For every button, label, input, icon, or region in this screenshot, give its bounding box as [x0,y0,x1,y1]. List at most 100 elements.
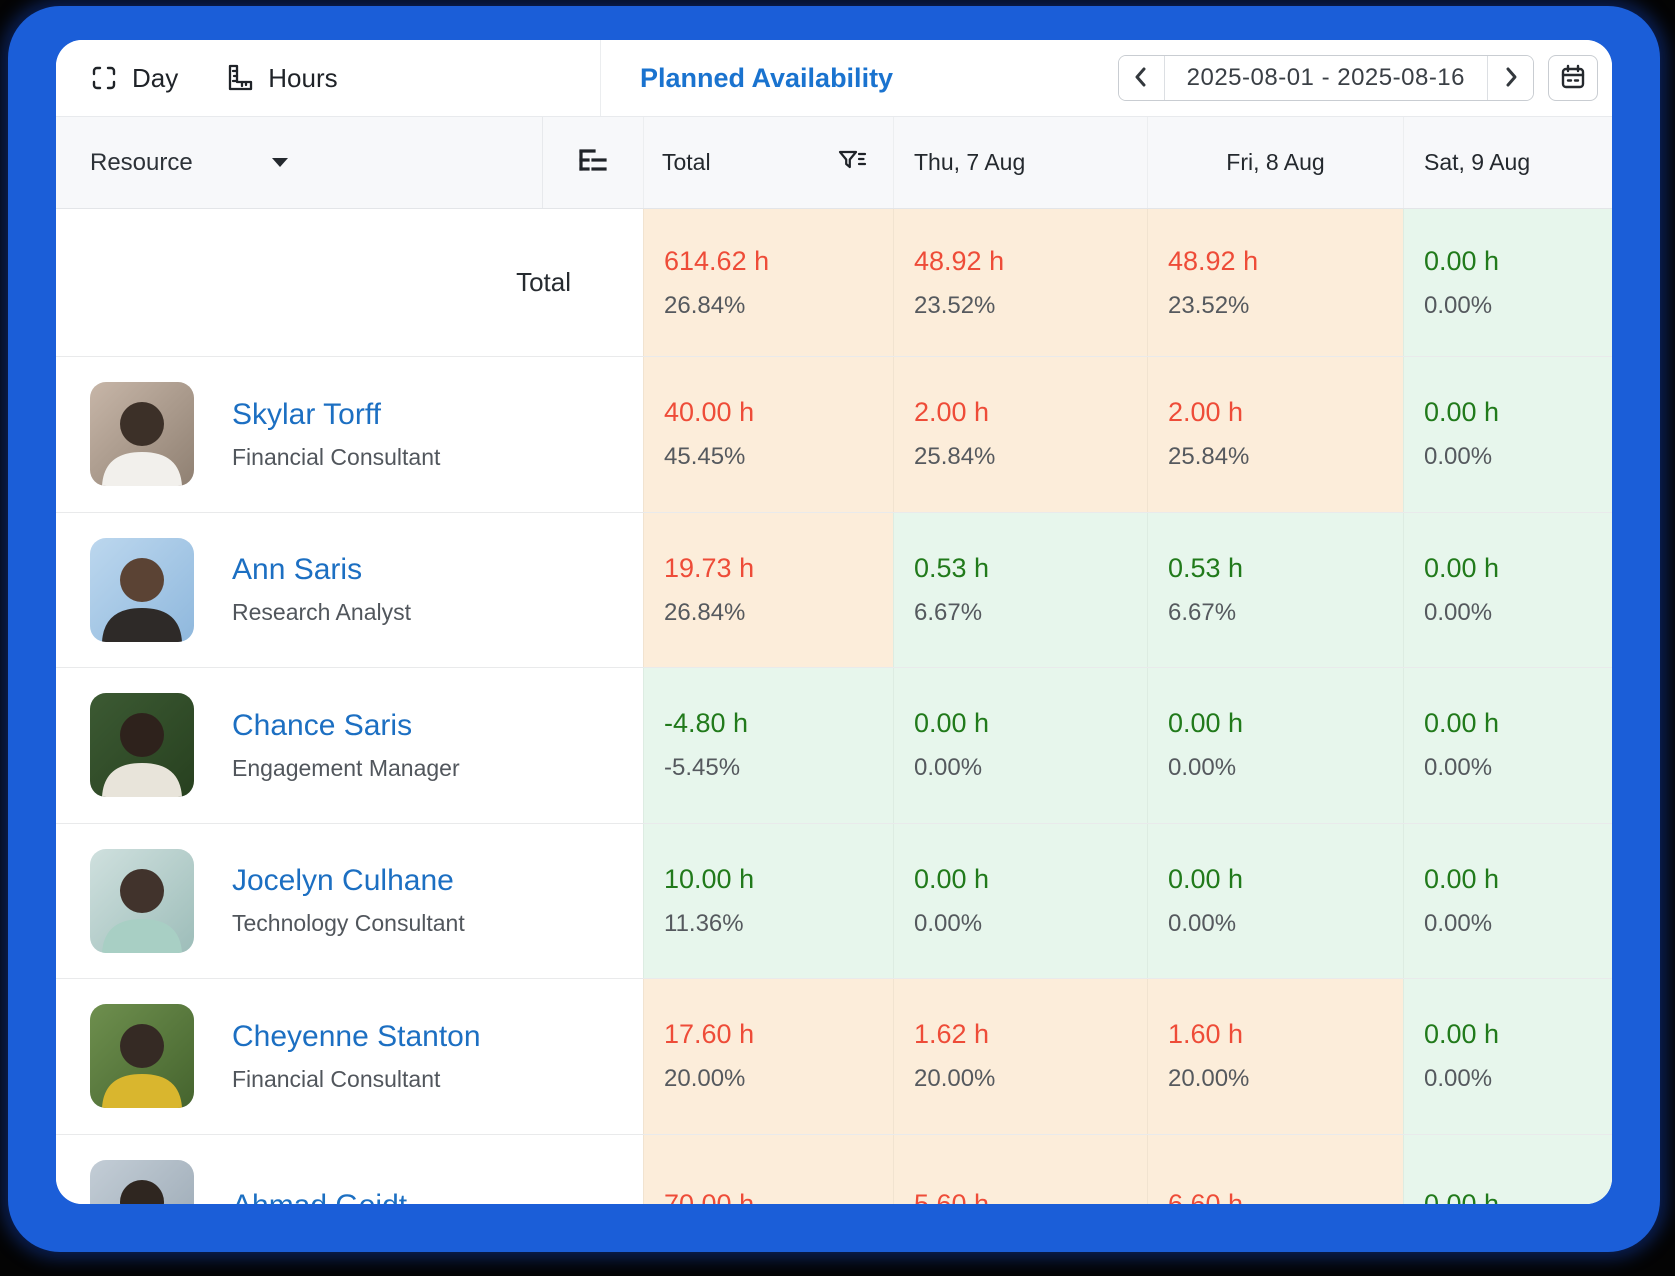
cell-total: 17.60 h 20.00% [643,979,893,1134]
person-name-link[interactable]: Ahmad Geidt [232,1189,407,1204]
person-name-link[interactable]: Skylar Torff [232,397,381,431]
avatar-head [120,868,164,913]
avatar[interactable] [90,1159,194,1204]
table-row: Skylar Torff Financial Consultant 40.00 … [56,357,1612,513]
cell-day-1: 5.60 h [893,1134,1147,1204]
hours-value: -4.80 h [664,708,749,739]
cell-day-2: 0.53 h 6.67% [1147,512,1403,667]
hours-value: 0.00 h [914,708,990,739]
summary-cell-day-3: 0.00 h 0.00% [1403,209,1612,356]
avatar[interactable] [90,537,194,642]
resource-cell: Ahmad Geidt [56,1135,643,1204]
percent-value: 0.00% [914,754,983,782]
avatar[interactable] [90,382,194,487]
cell-day-1: 0.53 h 6.67% [893,512,1147,667]
cell-day-3: 0.00 h 0.00% [1403,512,1612,667]
resource-dropdown-label: Resource [90,148,193,176]
cell-day-2: 6.60 h [1147,1134,1403,1204]
cell-day-2: 2.00 h 25.84% [1147,357,1403,512]
cell-day-3: 0.00 h 0.00% [1403,823,1612,978]
person-role: Financial Consultant [232,443,441,470]
percent-value: 6.67% [914,598,983,626]
cell-total: -4.80 h -5.45% [643,668,893,823]
hours-value: 0.00 h [1424,245,1500,276]
person-name-link[interactable]: Chance Saris [232,708,413,742]
date-navigation: 2025-08-01 - 2025-08-16 [1117,55,1598,101]
date-range-value[interactable]: 2025-08-01 - 2025-08-16 [1186,64,1465,91]
percent-value: 11.36% [664,909,744,937]
summary-cell-day-2: 48.92 h 23.52% [1147,209,1403,356]
percent-value: 0.00% [1168,909,1237,937]
person-name-link[interactable]: Jocelyn Culhane [232,864,454,898]
cell-day-1: 1.62 h 20.00% [893,979,1147,1134]
cell-total: 40.00 h 45.45% [643,357,893,512]
percent-value: 0.00% [1424,291,1493,319]
percent-value: 0.00% [1424,598,1493,626]
avatar[interactable] [90,693,194,798]
day-view-button[interactable]: Day [90,63,178,94]
hours-value: 0.00 h [1424,397,1500,428]
calendar-button[interactable] [1548,55,1598,101]
person-info: Skylar Torff Financial Consultant [232,398,440,471]
table-row: Ann Saris Research Analyst 19.73 h 26.84… [56,512,1612,668]
cell-day-1: 0.00 h 0.00% [893,668,1147,823]
column-header-day-1: Thu, 7 Aug [893,117,1147,208]
percent-value: 23.52% [914,291,996,319]
cell-day-2: 0.00 h 0.00% [1147,823,1403,978]
percent-value: 20.00% [664,1065,746,1093]
percent-value: 0.00% [1168,754,1237,782]
filter-icon [837,148,867,177]
person-info: Cheyenne Stanton Financial Consultant [232,1020,481,1093]
hierarchy-view-button[interactable] [576,146,610,179]
prev-range-button[interactable] [1118,56,1165,100]
resource-dropdown[interactable]: Resource [90,149,289,177]
chevron-right-icon [1500,64,1522,93]
avatar[interactable] [90,1004,194,1109]
hours-value: 614.62 h [664,245,770,276]
next-range-button[interactable] [1487,56,1533,100]
hours-value: 17.60 h [664,1019,755,1050]
hours-value: 48.92 h [1168,245,1259,276]
table-row: Ahmad Geidt 70.00 h 5.60 h 6.60 h 0.00 h [56,1134,1612,1204]
percent-value: 26.84% [664,598,746,626]
percent-value: 26.84% [664,291,746,319]
cell-day-2: 1.60 h 20.00% [1147,979,1403,1134]
person-name-link[interactable]: Cheyenne Stanton [232,1019,481,1053]
filter-button[interactable] [837,148,867,177]
cell-total: 10.00 h 11.36% [643,823,893,978]
person-name-link[interactable]: Ann Saris [232,553,363,587]
avatar-head [120,713,164,758]
hours-value: 19.73 h [664,552,755,583]
hours-value: 5.60 h [914,1188,990,1204]
page-title[interactable]: Planned Availability [640,62,894,93]
hours-mode-button[interactable]: Hours [224,63,338,94]
toolbar: Day Hours Planned Availability [56,40,1612,117]
person-role: Technology Consultant [232,910,465,937]
cell-day-3: 0.00 h 0.00% [1403,357,1612,512]
avatar-body [102,607,182,642]
percent-value: 0.00% [914,909,983,937]
hours-value: 6.60 h [1168,1188,1244,1204]
table-row: Cheyenne Stanton Financial Consultant 17… [56,979,1612,1135]
percent-value: 0.00% [1424,1065,1493,1093]
avatar-head [120,557,164,602]
person-info: Ahmad Geidt [232,1189,407,1204]
chevron-down-icon [271,157,289,168]
resource-cell: Cheyenne Stanton Financial Consultant [56,979,643,1134]
cell-day-1: 0.00 h 0.00% [893,823,1147,978]
person-role: Financial Consultant [232,1065,441,1092]
cell-total: 19.73 h 26.84% [643,512,893,667]
avatar-body [102,1074,182,1109]
percent-value: 45.45% [664,443,746,471]
person-info: Ann Saris Research Analyst [232,553,411,626]
column-header-day-3: Sat, 9 Aug [1403,117,1612,208]
hours-value: 40.00 h [664,397,755,428]
avatar[interactable] [90,848,194,953]
percent-value: 20.00% [914,1065,996,1093]
table-body: Skylar Torff Financial Consultant 40.00 … [56,357,1612,1204]
tree-list-icon [576,146,610,179]
summary-row: Total 614.62 h 26.84% 48.92 h 23.52% 48.… [56,209,1612,357]
table-row: Jocelyn Culhane Technology Consultant 10… [56,823,1612,979]
table-header: Resource Total [56,117,1612,209]
date-range-box: 2025-08-01 - 2025-08-16 [1117,55,1534,101]
